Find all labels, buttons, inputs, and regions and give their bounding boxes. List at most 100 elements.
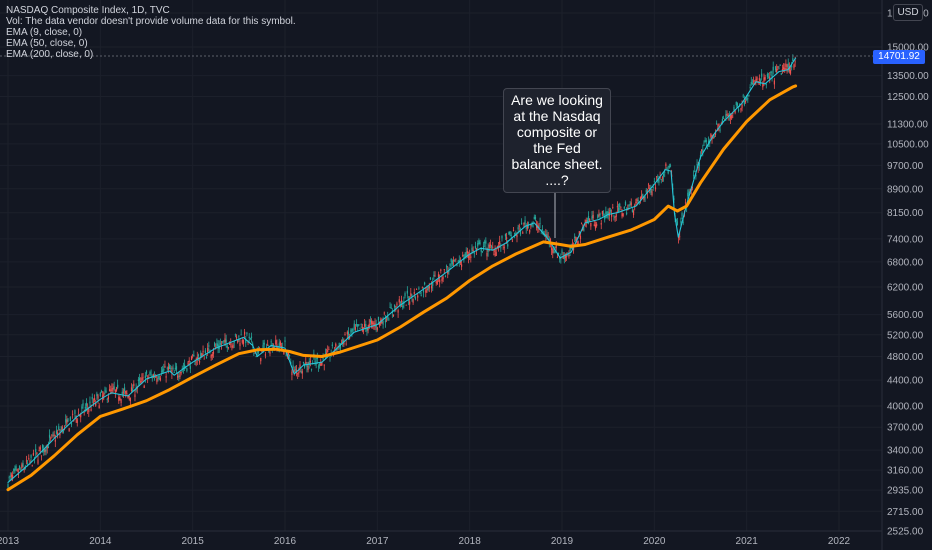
candle-body [564, 254, 567, 259]
candle-body [95, 403, 97, 406]
candle-body [51, 435, 53, 437]
candle-body [118, 396, 120, 401]
candle-body [235, 336, 238, 339]
candle-body [195, 361, 197, 363]
candle-body [162, 369, 164, 373]
candle-body [545, 234, 547, 237]
candle-body [164, 366, 166, 368]
candle-body [433, 274, 435, 277]
candle-body [322, 357, 324, 360]
candle-body [115, 387, 118, 391]
candle-body [405, 304, 407, 306]
candle-body [196, 356, 198, 360]
candle-body [289, 355, 291, 356]
candle-body [42, 444, 44, 448]
legend-ema-50[interactable]: EMA (50, close, 0) [6, 38, 88, 49]
candle-body [105, 390, 107, 393]
candle-body [385, 319, 388, 321]
candle-body [382, 320, 384, 325]
candle-body [764, 77, 766, 80]
candle-body [29, 461, 31, 463]
candle-body [263, 342, 265, 345]
candle-body [316, 356, 318, 360]
candle-body [291, 371, 293, 376]
candle-body [597, 215, 599, 219]
candle-body [398, 299, 400, 303]
candle-body [225, 339, 227, 343]
candle-body [556, 256, 558, 258]
candle-body [298, 372, 300, 374]
candle-body [429, 277, 432, 280]
legend-ema-9[interactable]: EMA (9, close, 0) [6, 27, 83, 38]
candle-body [198, 361, 201, 363]
candle-body [76, 419, 78, 423]
candle-body [787, 63, 789, 68]
candle-body [60, 430, 62, 431]
candle-body [508, 231, 510, 235]
candle-body [21, 464, 23, 469]
candle-body [156, 378, 158, 383]
candle-body [682, 221, 684, 223]
candle-body [501, 235, 503, 239]
y-tick-label: 10500.00 [887, 139, 929, 150]
candle-body [749, 87, 751, 88]
candle-body [167, 367, 170, 370]
candle-body [27, 462, 29, 464]
candle-body [587, 216, 590, 220]
candle-body [511, 240, 513, 242]
candle-body [629, 204, 631, 205]
candle-body [460, 264, 463, 267]
candle-body [702, 149, 704, 154]
candle-body [347, 331, 350, 336]
candle-body [560, 258, 562, 260]
candle-body [503, 247, 505, 249]
candle-body [557, 252, 560, 255]
y-tick-label: 8900.00 [887, 184, 924, 195]
candle-body [187, 362, 189, 365]
candle-body [166, 367, 168, 369]
candle-body [467, 255, 470, 258]
candle-body [737, 109, 740, 112]
candle-body [743, 100, 745, 105]
candle-body [361, 326, 363, 331]
candle-body [186, 368, 188, 372]
candle-body [394, 304, 396, 308]
candle-body [227, 347, 230, 349]
currency-badge[interactable]: USD [893, 4, 923, 21]
candle-body [335, 343, 337, 347]
candle-body [268, 350, 270, 352]
candle-body [645, 189, 647, 193]
candle-body [340, 342, 343, 344]
candle-body [18, 465, 21, 469]
candle-body [731, 114, 733, 119]
y-tick-label: 2935.00 [887, 486, 924, 497]
candle-body [381, 322, 383, 323]
candle-body [457, 261, 459, 263]
candle-body [432, 282, 434, 286]
candle-body [99, 392, 101, 397]
candle-body [594, 225, 597, 229]
candle-body [430, 286, 433, 289]
candle-body [210, 354, 212, 359]
candle-body [367, 328, 369, 331]
candle-body [620, 206, 622, 208]
candle-body [695, 174, 697, 177]
candle-body [584, 224, 586, 226]
candle-body [574, 236, 576, 238]
candle-body [233, 341, 235, 343]
candle-body [306, 364, 308, 367]
legend-title[interactable]: NASDAQ Composite Index, 1D, TVC [6, 5, 170, 16]
legend-ema-200[interactable]: EMA (200, close, 0) [6, 49, 94, 60]
candle-body [529, 229, 531, 233]
candle-body [120, 399, 122, 403]
candle-body [370, 320, 373, 324]
candle-body [104, 389, 106, 391]
y-tick-label: 3400.00 [887, 446, 924, 457]
candle-body [523, 222, 525, 225]
candle-body [67, 418, 69, 422]
candle-body [130, 387, 133, 392]
candle-body [636, 198, 638, 202]
annotation-callout[interactable]: Are we looking at the Nasdaq composite o… [503, 88, 611, 193]
candle-body [661, 177, 664, 179]
